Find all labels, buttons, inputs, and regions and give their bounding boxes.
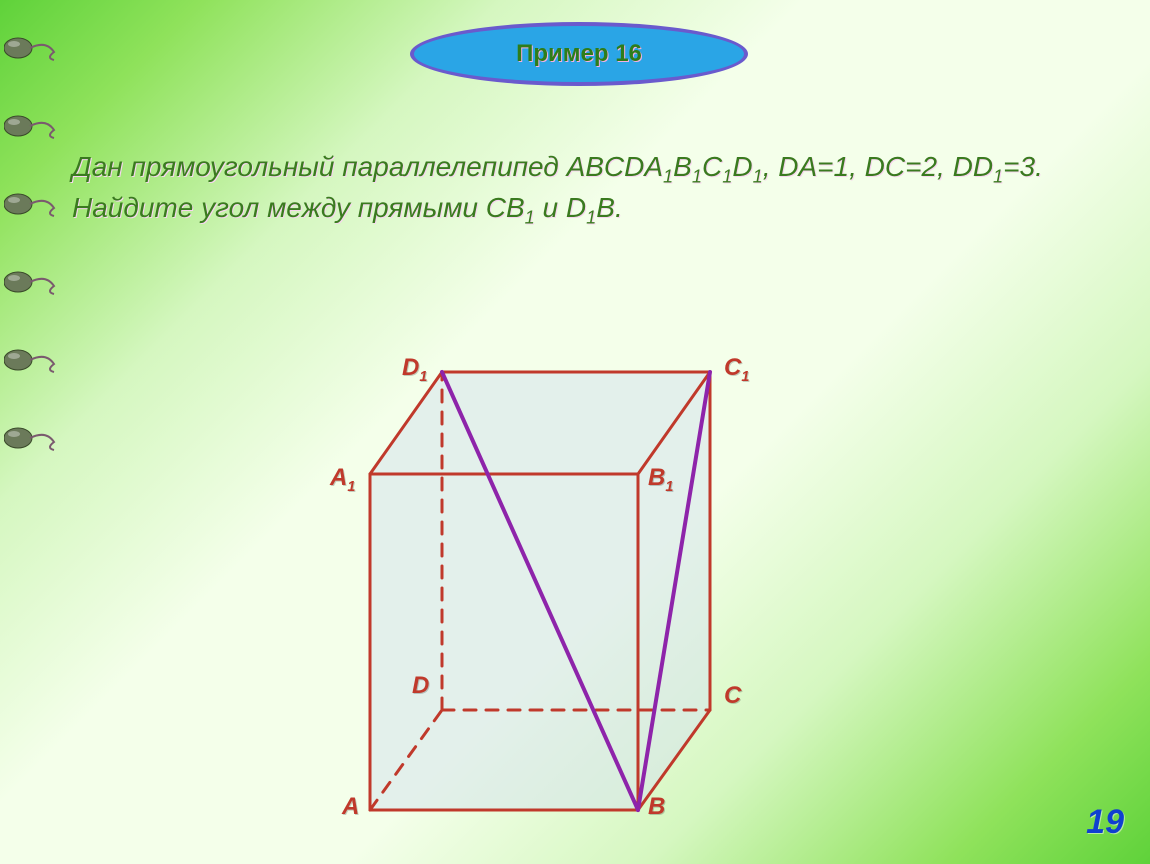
problem-statement: Дан прямоугольный параллелепипед ABCDA1B… xyxy=(72,148,1072,230)
vertex-label-D1: D1 xyxy=(402,354,427,385)
vertex-label-B: B xyxy=(648,793,665,821)
vertex-label-C1: C1 xyxy=(724,354,749,385)
slide-container: Пример 16 Дан прямоугольный параллелепип… xyxy=(0,0,1150,864)
vertex-label-D: D xyxy=(412,672,429,700)
page-number: 19 xyxy=(1086,803,1124,842)
vertex-label-A: A xyxy=(342,793,359,821)
title-text: Пример 16 xyxy=(516,40,642,68)
bullet-column xyxy=(4,20,64,545)
vertex-label-B1: B1 xyxy=(648,464,673,495)
figure-container: A B C D A1 B1 C1 D1 xyxy=(250,300,810,860)
bullet-svg xyxy=(4,20,64,540)
vertex-label-A1: A1 xyxy=(330,464,355,495)
title-badge: Пример 16 xyxy=(410,22,748,86)
vertex-label-C: C xyxy=(724,682,741,710)
